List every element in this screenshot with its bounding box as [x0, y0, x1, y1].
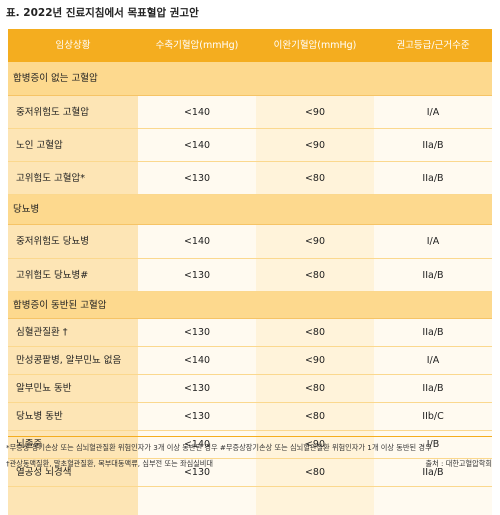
diastolic-value: <80: [256, 403, 374, 430]
grade-value: IIa/B: [374, 259, 492, 291]
row-label: 당뇨병 동반: [8, 403, 138, 430]
row-label: 뇌졸중: [8, 431, 138, 458]
systolic-value: <130: [138, 375, 256, 402]
table-row: 뇌졸중 <140 <90 I/B: [8, 431, 492, 459]
table-bottom-rule: [8, 436, 492, 437]
table-row: 중저위험도 고혈압 <140 <90 I/A: [8, 96, 492, 129]
table-row: 노인 고혈압 <140 <90 IIa/B: [8, 129, 492, 162]
grade-value: IIa/B: [374, 129, 492, 161]
row-label: 만성콩팥병, 알부민뇨 없음: [8, 347, 138, 374]
diastolic-value: <80: [256, 259, 374, 291]
diastolic-value: <90: [256, 431, 374, 458]
table-row: [8, 487, 492, 515]
systolic-value: <130: [138, 403, 256, 430]
row-label: 노인 고혈압: [8, 129, 138, 161]
systolic-value: <140: [138, 431, 256, 458]
grade-value: IIa/B: [374, 375, 492, 402]
row-label: 심혈관질환 †: [8, 319, 138, 346]
grade-value: IIa/B: [374, 162, 492, 194]
table-row: 당뇨병 동반 <130 <80 IIb/C: [8, 403, 492, 431]
table-row: 고위험도 고혈압* <130 <80 IIa/B: [8, 162, 492, 195]
row-label: 고위험도 고혈압*: [8, 162, 138, 194]
footnote-risk-factors: *무증상 장기손상 또는 심뇌혈관질환 위험인자가 3개 이상 동반된 경우 #…: [6, 443, 432, 452]
group-row: 합병증이 없는 고혈압: [8, 62, 492, 96]
row-label: 알부민뇨 동반: [8, 375, 138, 402]
systolic-value: <130: [138, 259, 256, 291]
group-row: 당뇨병: [8, 195, 492, 225]
systolic-value: [138, 487, 256, 515]
table-row: 고위험도 당뇨병# <130 <80 IIa/B: [8, 259, 492, 292]
footnote-cardiovascular: †관상동맥질환, 말초혈관질환, 복부대동맥류, 심부전 또는 좌심실비대: [6, 459, 214, 468]
diastolic-value: <80: [256, 459, 374, 486]
table-row: 중저위험도 당뇨병 <140 <90 I/A: [8, 225, 492, 259]
row-label: 고위험도 당뇨병#: [8, 259, 138, 291]
systolic-value: <130: [138, 319, 256, 346]
diastolic-value: <90: [256, 347, 374, 374]
grade-value: IIb/C: [374, 403, 492, 430]
table-caption: 표. 2022년 진료지침에서 목표혈압 권고안: [6, 7, 199, 19]
diastolic-value: [256, 487, 374, 515]
grade-value: [374, 487, 492, 515]
table-row: 심혈관질환 † <130 <80 IIa/B: [8, 319, 492, 347]
grade-value: I/A: [374, 347, 492, 374]
systolic-value: <140: [138, 225, 256, 258]
systolic-value: <130: [138, 162, 256, 194]
table-header: 임상상황 수축기혈압(mmHg) 이완기혈압(mmHg) 권고등급/근거수준: [8, 29, 492, 62]
diastolic-value: <90: [256, 225, 374, 258]
table-row: 만성콩팥병, 알부민뇨 없음 <140 <90 I/A: [8, 347, 492, 375]
diastolic-value: <90: [256, 129, 374, 161]
grade-value: I/A: [374, 225, 492, 258]
target-bp-table: 임상상황 수축기혈압(mmHg) 이완기혈압(mmHg) 권고등급/근거수준 합…: [8, 29, 492, 515]
header-grade: 권고등급/근거수준: [396, 40, 470, 51]
source-note: 출처 : 대한고혈압학회: [425, 459, 492, 468]
header-diastolic: 이완기혈압(mmHg): [273, 40, 357, 51]
row-label: [8, 487, 138, 515]
diastolic-value: <80: [256, 319, 374, 346]
diastolic-value: <90: [256, 96, 374, 128]
table-row: 알부민뇨 동반 <130 <80 IIa/B: [8, 375, 492, 403]
systolic-value: <140: [138, 347, 256, 374]
systolic-value: <140: [138, 96, 256, 128]
systolic-value: <140: [138, 129, 256, 161]
row-label: 중저위험도 고혈압: [8, 96, 138, 128]
diastolic-value: <80: [256, 375, 374, 402]
row-label: 중저위험도 당뇨병: [8, 225, 138, 258]
grade-value: IIa/B: [374, 319, 492, 346]
diastolic-value: <80: [256, 162, 374, 194]
group-row: 합병증이 동반된 고혈압: [8, 292, 492, 319]
grade-value: I/A: [374, 96, 492, 128]
header-clinical-situation: 임상상황: [55, 40, 91, 51]
header-systolic: 수축기혈압(mmHg): [155, 40, 239, 51]
grade-value: I/B: [374, 431, 492, 458]
